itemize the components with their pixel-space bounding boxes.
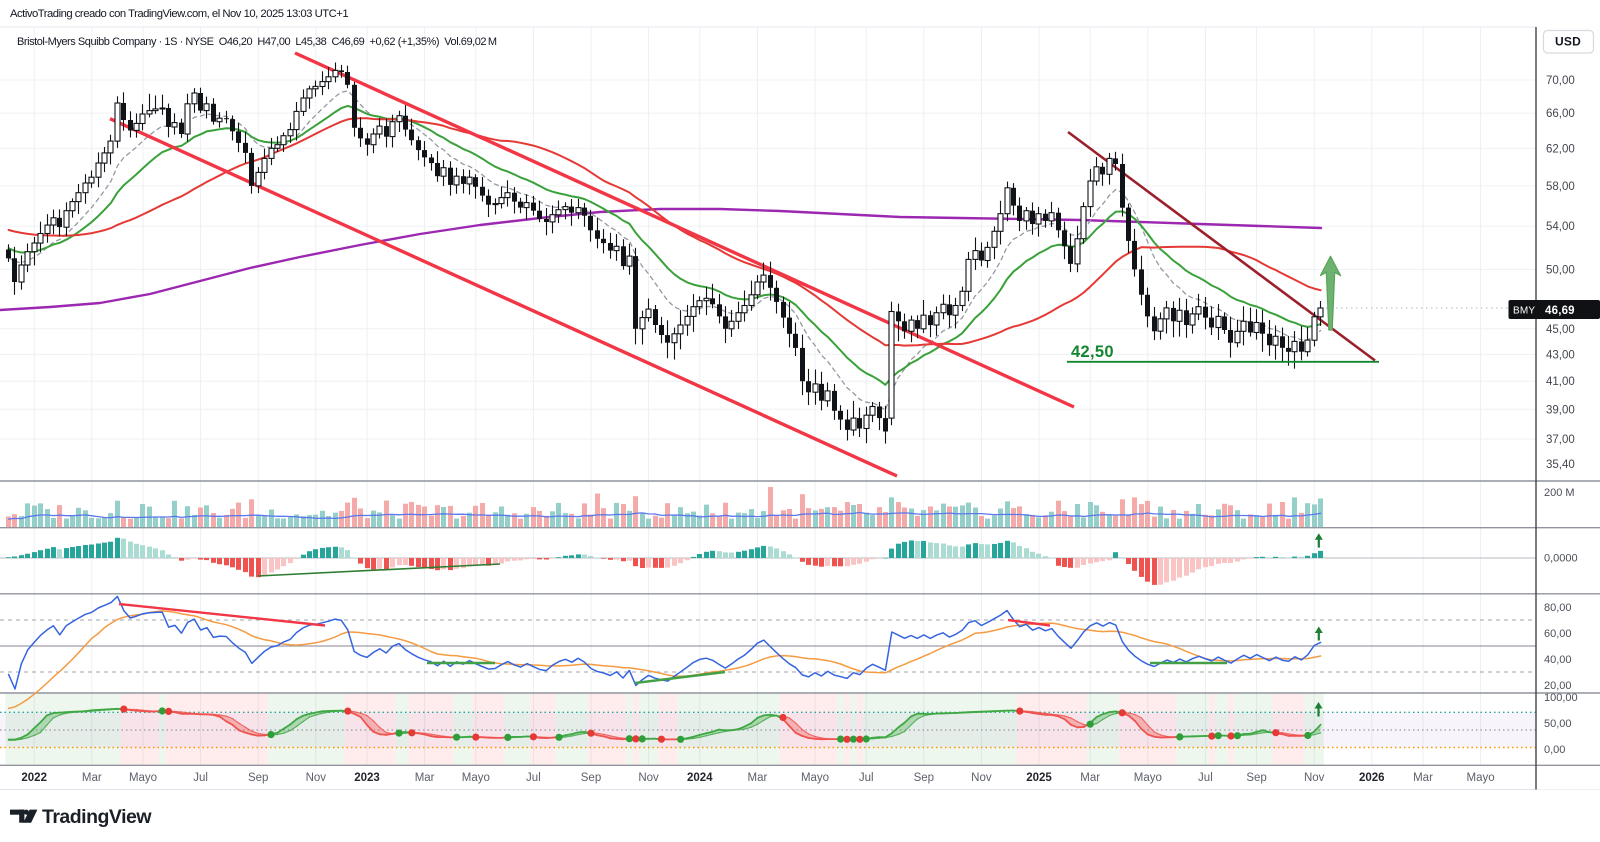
svg-text:Jul: Jul (193, 772, 208, 784)
svg-text:Nov: Nov (971, 772, 992, 784)
svg-text:43,00: 43,00 (1546, 349, 1575, 361)
svg-text:Mayo: Mayo (1134, 772, 1162, 784)
svg-text:TradingView: TradingView (42, 806, 152, 828)
svg-text:Jul: Jul (1198, 772, 1213, 784)
svg-text:54,00: 54,00 (1546, 221, 1575, 233)
svg-text:Nov: Nov (1304, 772, 1325, 784)
svg-text:58,00: 58,00 (1546, 181, 1575, 193)
svg-text:66,00: 66,00 (1546, 108, 1575, 120)
svg-text:50,00: 50,00 (1546, 264, 1575, 276)
svg-text:41,00: 41,00 (1546, 376, 1575, 388)
svg-text:Mayo: Mayo (1467, 772, 1495, 784)
svg-text:Mar: Mar (1413, 772, 1433, 784)
svg-text:40,00: 40,00 (1544, 654, 1572, 666)
svg-text:42,50: 42,50 (1071, 343, 1114, 361)
svg-text:2022: 2022 (21, 772, 47, 784)
svg-text:35,40: 35,40 (1546, 459, 1575, 471)
svg-text:Sep: Sep (914, 772, 934, 784)
svg-text:Mar: Mar (415, 772, 435, 784)
svg-text:200 M: 200 M (1544, 487, 1575, 499)
svg-text:Mayo: Mayo (129, 772, 157, 784)
svg-text:Nov: Nov (638, 772, 659, 784)
svg-text:2026: 2026 (1359, 772, 1385, 784)
svg-text:Bristol-Myers Squibb Company ·: Bristol-Myers Squibb Company · 1S · NYSE… (17, 36, 497, 48)
svg-text:Mar: Mar (747, 772, 767, 784)
svg-text:Nov: Nov (306, 772, 327, 784)
svg-text:Mar: Mar (82, 772, 102, 784)
svg-text:2024: 2024 (687, 772, 713, 784)
svg-text:70,00: 70,00 (1546, 75, 1575, 87)
svg-text:2023: 2023 (354, 772, 380, 784)
svg-text:50,00: 50,00 (1544, 718, 1572, 730)
svg-text:Jul: Jul (526, 772, 541, 784)
svg-text:Sep: Sep (581, 772, 601, 784)
svg-text:60,00: 60,00 (1544, 628, 1572, 640)
svg-text:37,00: 37,00 (1546, 434, 1575, 446)
svg-text:Mar: Mar (1080, 772, 1100, 784)
svg-text:20,00: 20,00 (1544, 680, 1572, 692)
svg-text:BMY: BMY (1513, 306, 1535, 317)
svg-text:46,69: 46,69 (1545, 305, 1575, 317)
svg-text:Sep: Sep (248, 772, 268, 784)
svg-text:80,00: 80,00 (1544, 602, 1572, 614)
svg-text:USD: USD (1555, 35, 1581, 49)
svg-text:Jul: Jul (859, 772, 874, 784)
svg-text:Mayo: Mayo (801, 772, 829, 784)
svg-text:100,00: 100,00 (1544, 692, 1578, 704)
svg-text:2025: 2025 (1026, 772, 1052, 784)
svg-text:Mayo: Mayo (462, 772, 490, 784)
svg-text:Sep: Sep (1246, 772, 1266, 784)
svg-text:0,0000: 0,0000 (1544, 553, 1578, 565)
svg-text:0,00: 0,00 (1544, 744, 1565, 756)
svg-text:39,00: 39,00 (1546, 404, 1575, 416)
svg-text:62,00: 62,00 (1546, 143, 1575, 155)
svg-text:ActivoTrading creado con Tradi: ActivoTrading creado con TradingView.com… (10, 8, 348, 20)
svg-text:45,00: 45,00 (1546, 324, 1575, 336)
